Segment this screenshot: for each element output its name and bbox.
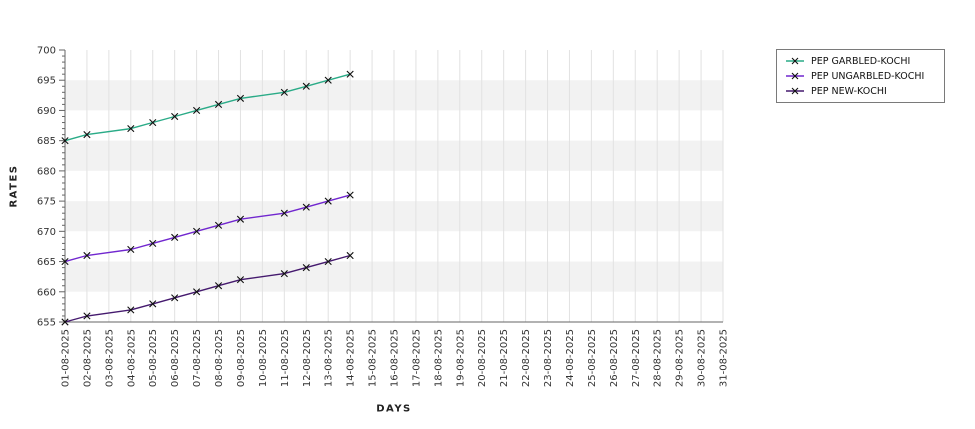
legend-label: PEP UNGARBLED-KOCHI (811, 70, 925, 82)
y-tick-label: 685 (37, 136, 56, 147)
x-marker-icon (236, 215, 245, 223)
x-marker-icon (324, 257, 332, 266)
x-marker-icon (236, 94, 245, 102)
x-tick-label: 26-08-2025 (609, 329, 620, 387)
y-tick-label: 690 (37, 106, 56, 117)
x-marker-icon (346, 70, 354, 78)
x-marker-icon (214, 221, 223, 229)
x-marker-icon (83, 312, 91, 320)
x-tick-label: 17-08-2025 (411, 329, 422, 387)
x-marker-icon (193, 106, 201, 115)
x-tick-label: 03-08-2025 (104, 329, 115, 387)
x-tick-label: 24-08-2025 (565, 329, 576, 387)
x-marker-icon (61, 257, 69, 266)
y-tick-label: 670 (37, 227, 56, 238)
x-marker-icon (280, 270, 288, 278)
series-line (64, 73, 351, 142)
x-marker-icon (193, 227, 201, 235)
y-tick-label: 655 (37, 318, 56, 329)
x-tick-label: 02-08-2025 (82, 329, 93, 387)
x-tick-label: 12-08-2025 (302, 329, 313, 387)
legend-item-pep-new-kochi: PEP NEW-KOCHI (785, 85, 936, 97)
x-tick-label: 19-08-2025 (455, 329, 466, 387)
x-marker-icon (302, 203, 310, 211)
x-marker-icon (61, 318, 69, 326)
x-tick-label: 20-08-2025 (477, 329, 488, 387)
x-tick-label: 13-08-2025 (324, 329, 335, 387)
x-tick-label: 29-08-2025 (675, 329, 686, 387)
x-marker-icon (149, 239, 157, 248)
x-tick-label: 05-08-2025 (148, 329, 159, 387)
x-tick-label: 21-08-2025 (499, 329, 510, 387)
y-tick-label: 695 (37, 76, 56, 87)
x-marker-icon (280, 88, 288, 96)
x-marker-icon (171, 294, 179, 302)
legend-label: PEP NEW-KOCHI (811, 85, 887, 97)
x-marker-icon (127, 245, 135, 254)
x-marker-icon (83, 131, 91, 139)
y-tick-label: 675 (37, 197, 56, 208)
y-tick-label: 660 (37, 287, 56, 298)
x-marker-icon (127, 306, 135, 314)
x-marker-icon (346, 191, 354, 199)
x-tick-label: 18-08-2025 (433, 329, 444, 387)
x-tick-label: 30-08-2025 (697, 329, 708, 387)
x-marker-icon (149, 118, 157, 127)
line-x-marker-icon (786, 57, 804, 65)
line-x-marker-icon (786, 87, 804, 95)
x-marker-icon (149, 300, 157, 308)
x-marker-icon (236, 276, 245, 284)
x-tick-label: 25-08-2025 (587, 329, 598, 387)
x-tick-label: 15-08-2025 (368, 329, 379, 387)
x-marker-icon (127, 124, 135, 133)
x-marker-icon (280, 209, 288, 217)
x-marker-icon (324, 76, 332, 84)
x-tick-label: 31-08-2025 (719, 329, 730, 387)
x-tick-label: 08-08-2025 (214, 329, 225, 387)
x-marker-icon (61, 137, 69, 145)
x-marker-icon (193, 288, 201, 296)
x-marker-icon (324, 197, 332, 205)
x-tick-label: 01-08-2025 (61, 329, 72, 387)
x-tick-label: 04-08-2025 (126, 329, 137, 387)
y-axis-title: RATES (8, 164, 20, 208)
x-tick-label: 16-08-2025 (390, 329, 401, 387)
x-tick-label: 27-08-2025 (631, 329, 642, 387)
x-axis-title: DAYS (376, 403, 412, 415)
series-line (64, 254, 351, 323)
y-tick-label: 680 (37, 166, 56, 177)
x-tick-label: 23-08-2025 (543, 329, 554, 387)
legend-item-pep-garbled-kochi: PEP GARBLED-KOCHI (785, 55, 936, 67)
legend-item-pep-ungarbled-kochi: PEP UNGARBLED-KOCHI (785, 70, 936, 82)
y-tick-label: 700 (37, 46, 56, 57)
x-tick-label: 09-08-2025 (236, 329, 247, 387)
x-marker-icon (302, 82, 310, 90)
x-tick-label: 06-08-2025 (170, 329, 181, 387)
x-marker-icon (302, 264, 310, 272)
x-marker-icon (214, 282, 223, 290)
y-tick-label: 665 (37, 257, 56, 268)
x-tick-label: 07-08-2025 (192, 329, 203, 387)
x-tick-label: 22-08-2025 (521, 329, 532, 387)
x-tick-label: 11-08-2025 (280, 329, 291, 387)
x-tick-label: 14-08-2025 (346, 329, 357, 387)
series-line (64, 194, 351, 263)
x-tick-label: 10-08-2025 (258, 329, 269, 387)
x-tick-label: 28-08-2025 (653, 329, 664, 387)
legend: PEP GARBLED-KOCHI PEP UNGARBLED-KOCHI PE… (776, 49, 945, 103)
x-marker-icon (171, 233, 179, 241)
x-marker-icon (346, 251, 354, 260)
x-marker-icon (214, 100, 223, 108)
x-marker-icon (171, 112, 179, 121)
legend-label: PEP GARBLED-KOCHI (811, 55, 911, 67)
x-marker-icon (83, 251, 91, 260)
line-x-marker-icon (786, 72, 804, 80)
